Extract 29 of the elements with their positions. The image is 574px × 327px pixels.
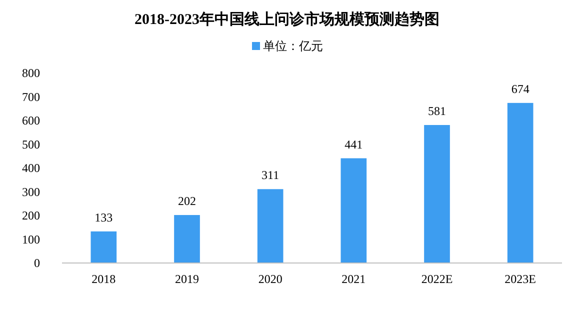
y-tick-label: 500 bbox=[22, 137, 40, 152]
bar bbox=[174, 215, 200, 263]
bar bbox=[507, 102, 534, 263]
y-tick-label: 600 bbox=[22, 114, 40, 128]
x-tick-label: 2021 bbox=[342, 272, 366, 286]
bar bbox=[424, 125, 450, 263]
data-label: 441 bbox=[344, 137, 363, 152]
y-tick-label: 800 bbox=[22, 66, 40, 80]
y-tick-label: 400 bbox=[22, 161, 40, 175]
x-tick-label: 2019 bbox=[175, 272, 199, 286]
legend-label: 单位：亿元 bbox=[263, 39, 323, 53]
x-tick-label: 2023E bbox=[504, 272, 536, 286]
y-tick-label: 100 bbox=[22, 232, 40, 246]
x-tick-label: 2022E bbox=[421, 272, 453, 286]
data-label: 311 bbox=[262, 168, 280, 182]
bar bbox=[257, 189, 284, 263]
y-tick-label: 200 bbox=[22, 208, 40, 222]
chart-title: 2018-2023年中国线上问诊市场规模预测趋势图 bbox=[134, 10, 440, 28]
x-tick-label: 2018 bbox=[92, 272, 116, 286]
data-label: 202 bbox=[178, 194, 196, 208]
y-tick-label: 0 bbox=[34, 256, 40, 270]
y-tick-label: 300 bbox=[22, 184, 40, 199]
y-tick-label: 700 bbox=[22, 90, 40, 104]
x-tick-label: 2020 bbox=[258, 272, 282, 286]
data-label: 581 bbox=[428, 104, 446, 118]
data-label: 674 bbox=[511, 82, 530, 96]
bar bbox=[340, 158, 367, 263]
data-label: 133 bbox=[94, 210, 113, 224]
bar bbox=[90, 231, 117, 263]
